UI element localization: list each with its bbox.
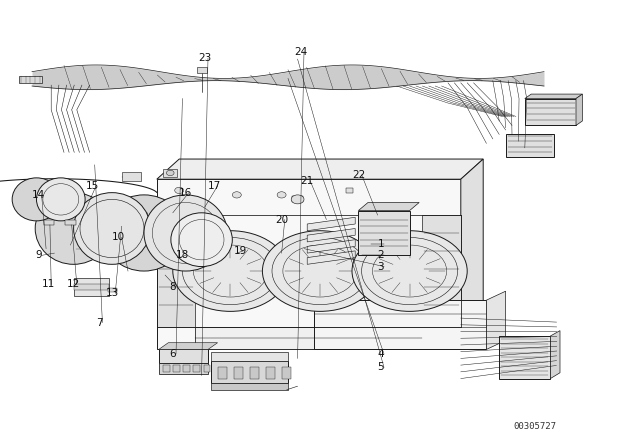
Bar: [163, 169, 177, 177]
Text: 10: 10: [112, 233, 125, 242]
Bar: [234, 367, 243, 379]
Text: 5: 5: [378, 362, 384, 372]
Text: 12: 12: [67, 280, 80, 289]
Text: 22: 22: [352, 170, 365, 180]
Text: 23: 23: [198, 53, 211, 63]
Text: 1: 1: [378, 239, 384, 249]
Bar: [282, 367, 291, 379]
Bar: [173, 365, 180, 372]
Polygon shape: [525, 99, 576, 125]
Bar: [122, 172, 141, 181]
Text: 8: 8: [170, 282, 176, 292]
Text: 14: 14: [32, 190, 45, 200]
Circle shape: [173, 231, 288, 311]
Circle shape: [166, 170, 174, 176]
Text: 4: 4: [378, 349, 384, 359]
Polygon shape: [74, 202, 112, 255]
Bar: [266, 367, 275, 379]
Polygon shape: [157, 159, 483, 179]
Text: 15: 15: [86, 181, 99, 191]
Bar: [193, 365, 200, 372]
Text: 9: 9: [35, 250, 42, 260]
Ellipse shape: [74, 193, 150, 264]
Polygon shape: [211, 352, 288, 361]
Circle shape: [291, 195, 304, 204]
Ellipse shape: [35, 193, 112, 264]
Polygon shape: [307, 240, 355, 253]
Bar: [163, 365, 170, 372]
Bar: [346, 188, 353, 193]
Polygon shape: [159, 349, 208, 363]
Ellipse shape: [144, 195, 227, 271]
Polygon shape: [159, 343, 218, 349]
Text: 13: 13: [106, 289, 118, 298]
Text: 24: 24: [294, 47, 307, 56]
Polygon shape: [550, 331, 560, 379]
Text: 20: 20: [275, 215, 288, 224]
Polygon shape: [159, 363, 208, 374]
Polygon shape: [211, 383, 288, 390]
Text: 00305727: 00305727: [513, 422, 556, 431]
Bar: [65, 220, 76, 225]
Bar: [74, 278, 109, 296]
Polygon shape: [358, 202, 419, 211]
Ellipse shape: [171, 213, 232, 267]
Polygon shape: [144, 215, 186, 251]
Polygon shape: [157, 179, 461, 349]
Circle shape: [352, 231, 467, 311]
Polygon shape: [461, 159, 483, 349]
Polygon shape: [211, 361, 288, 383]
Polygon shape: [314, 300, 486, 349]
Text: 2: 2: [378, 250, 384, 260]
Bar: [74, 284, 109, 290]
Polygon shape: [506, 134, 554, 157]
Polygon shape: [19, 76, 42, 83]
Polygon shape: [195, 327, 422, 349]
Text: 19: 19: [234, 246, 246, 256]
Circle shape: [175, 187, 184, 194]
Polygon shape: [307, 251, 355, 264]
Text: 17: 17: [208, 181, 221, 191]
Ellipse shape: [36, 178, 85, 221]
Bar: [108, 288, 117, 292]
Polygon shape: [422, 215, 461, 327]
Bar: [250, 367, 259, 379]
Bar: [183, 365, 189, 372]
Bar: [292, 196, 303, 202]
Polygon shape: [307, 228, 355, 242]
Bar: [218, 367, 227, 379]
Circle shape: [262, 231, 378, 311]
Text: 18: 18: [176, 250, 189, 260]
Polygon shape: [499, 336, 550, 379]
Bar: [204, 365, 210, 372]
Bar: [44, 220, 54, 225]
Text: 3: 3: [378, 262, 384, 271]
Circle shape: [232, 192, 241, 198]
Polygon shape: [358, 211, 410, 255]
Polygon shape: [307, 217, 355, 231]
Text: 11: 11: [42, 280, 54, 289]
Circle shape: [277, 192, 286, 198]
Bar: [197, 67, 207, 73]
Text: 7: 7: [96, 318, 102, 327]
Polygon shape: [36, 186, 61, 213]
Polygon shape: [576, 94, 582, 125]
Polygon shape: [112, 213, 147, 244]
Text: 6: 6: [170, 349, 176, 359]
Polygon shape: [486, 291, 506, 349]
Ellipse shape: [12, 178, 61, 221]
Ellipse shape: [102, 195, 186, 271]
Polygon shape: [525, 94, 582, 99]
Text: 21: 21: [301, 177, 314, 186]
Polygon shape: [157, 215, 195, 327]
Text: 16: 16: [179, 188, 192, 198]
